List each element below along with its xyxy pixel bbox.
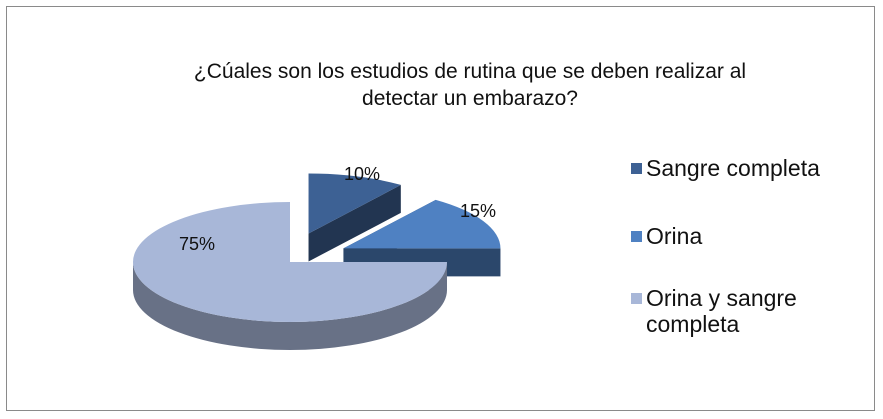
legend-swatch: [631, 163, 642, 174]
pie-slice-side: [308, 184, 401, 262]
data-label: 75%: [179, 234, 215, 254]
legend-label: Sangre completa: [646, 155, 820, 181]
chart-title: ¿Cúales son los estudios de rutina que s…: [193, 60, 747, 110]
legend-label: Orina y sangre completa: [646, 285, 797, 337]
pie-slice: [308, 173, 401, 234]
pie-slice-side: [133, 262, 447, 350]
data-label: 15%: [460, 201, 496, 221]
pie-slice: [343, 199, 501, 249]
legend-label: Orina: [646, 223, 703, 249]
pie-slice: [133, 202, 447, 322]
data-label: 10%: [344, 164, 380, 184]
legend-swatch: [631, 293, 642, 304]
legend-swatch: [631, 231, 642, 242]
chart-frame: [6, 6, 875, 411]
